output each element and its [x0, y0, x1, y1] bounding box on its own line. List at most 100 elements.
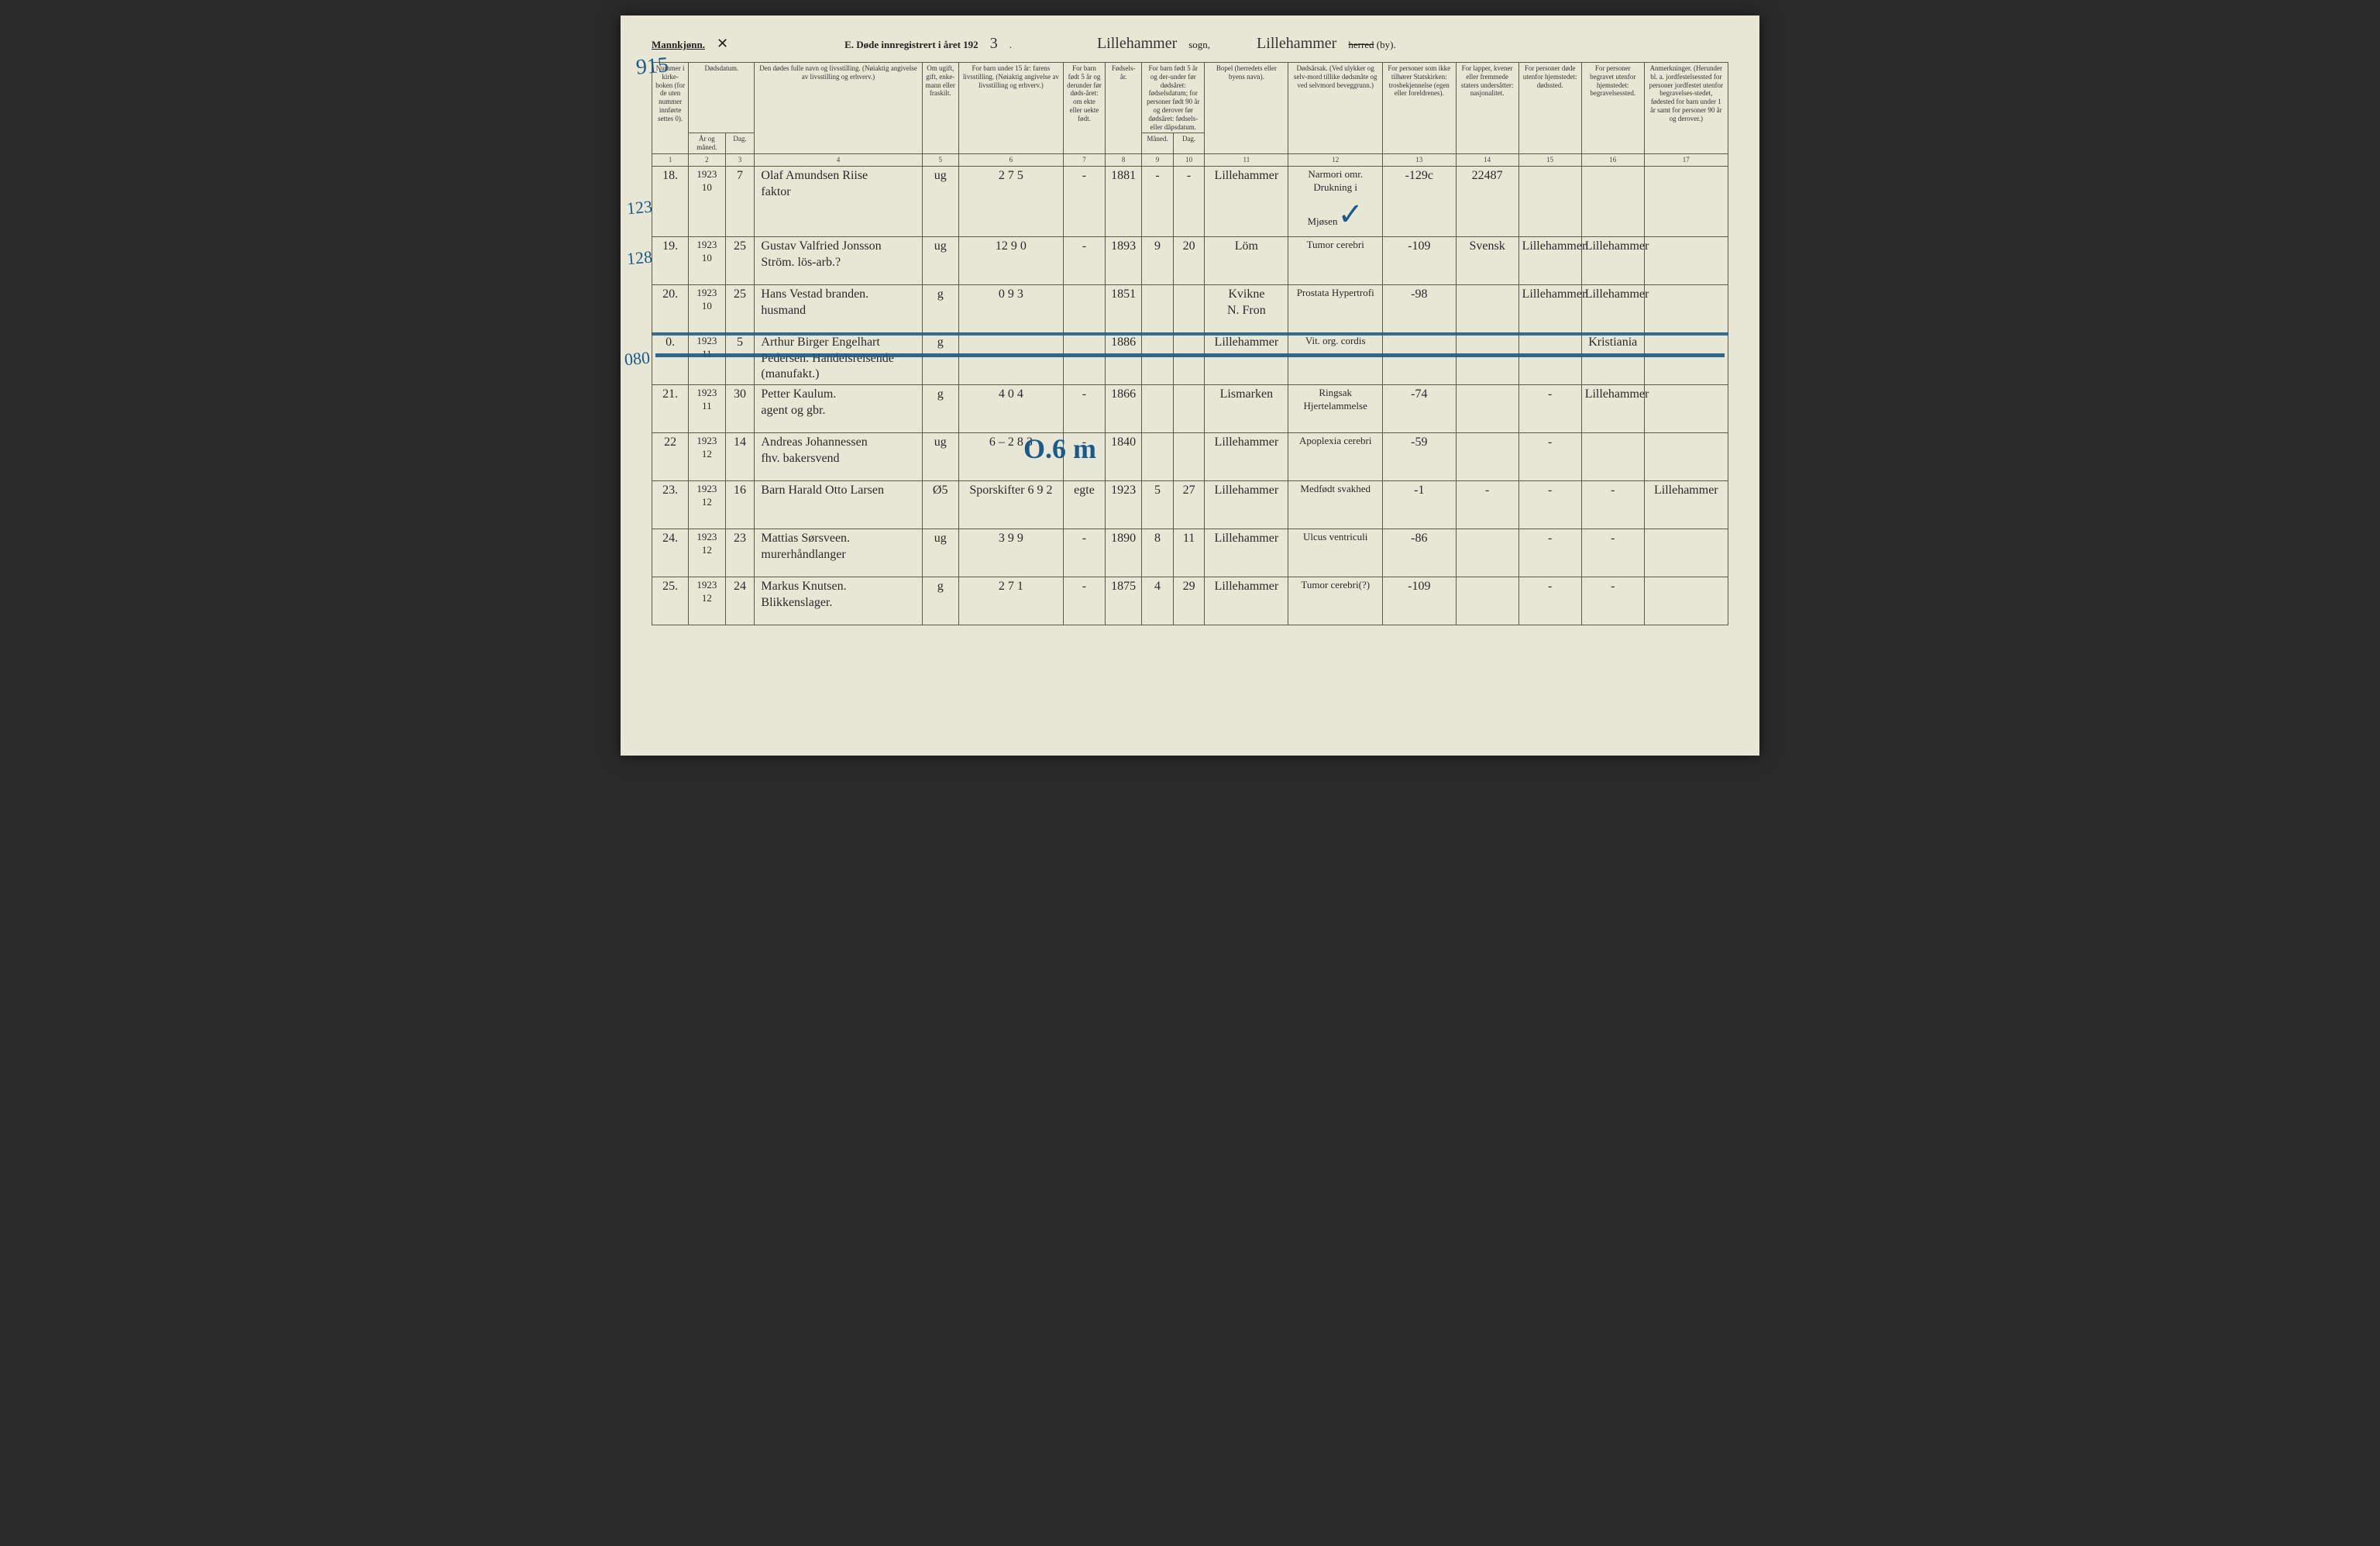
c13: -129c [1383, 166, 1457, 236]
cause: Ulcus ventriculi [1288, 529, 1383, 577]
table-body: 18.1923 107Olaf Amundsen Riise faktorug2… [652, 166, 1728, 625]
c17 [1644, 433, 1728, 481]
table-row: 24.1923 1223Mattias Sørsveen. murerhåndl… [652, 529, 1728, 577]
c14 [1456, 332, 1518, 384]
col-8: Fødsels-år. [1105, 63, 1141, 154]
cause: Apoplexia cerebri [1288, 433, 1383, 481]
col-5: Om ugift, gift, enke-mann eller fraskilt… [922, 63, 958, 154]
name: Olaf Amundsen Riise faktor [755, 166, 922, 236]
c6 [958, 332, 1063, 384]
birth-day: 20 [1173, 236, 1205, 284]
death-year-month: 1923 10 [689, 166, 725, 236]
row-num: 21. [652, 385, 689, 433]
death-day: 25 [725, 236, 755, 284]
herred-value: Lillehammer [1257, 35, 1336, 53]
cause: Ringsak Hjertelammelse [1288, 385, 1383, 433]
c14: - [1456, 481, 1518, 529]
col-2b: Dag. [725, 133, 755, 154]
c17 [1644, 236, 1728, 284]
column-number: 4 [755, 153, 922, 166]
place: Kvikne N. Fron [1205, 284, 1288, 332]
c13: -74 [1383, 385, 1457, 433]
death-day: 5 [725, 332, 755, 384]
strikethrough-line [655, 353, 1725, 357]
name: Andreas Johannessen fhv. bakersvend [755, 433, 922, 481]
c7: - [1063, 166, 1105, 236]
birth-day: 29 [1173, 577, 1205, 625]
c14 [1456, 433, 1518, 481]
col-4: Den dødes fulle navn og livsstilling. (N… [755, 63, 922, 154]
c15: - [1518, 577, 1581, 625]
place: Lillehammer [1205, 433, 1288, 481]
col-9: Måned. [1142, 133, 1174, 154]
table-row: 21.1923 1130Petter Kaulum. agent og gbr.… [652, 385, 1728, 433]
c6: 3 9 9 [958, 529, 1063, 577]
table-row: 20.1923 1025Hans Vestad branden. husmand… [652, 284, 1728, 332]
c16: Lillehammer [1581, 284, 1644, 332]
table-row: 221923 1214Andreas Johannessen fhv. bake… [652, 433, 1728, 481]
c15 [1518, 166, 1581, 236]
c15 [1518, 332, 1581, 384]
c7 [1063, 332, 1105, 384]
column-number: 3 [725, 153, 755, 166]
birth-year: 1851 [1105, 284, 1141, 332]
c15: - [1518, 529, 1581, 577]
place: Lillehammer [1205, 481, 1288, 529]
marital-status: g [922, 577, 958, 625]
c17 [1644, 284, 1728, 332]
name: Markus Knutsen. Blikkenslager. [755, 577, 922, 625]
c14 [1456, 385, 1518, 433]
birth-month [1142, 385, 1174, 433]
marital-status: ug [922, 433, 958, 481]
c17 [1644, 166, 1728, 236]
c16 [1581, 433, 1644, 481]
col-6: For barn under 15 år: farens livsstillin… [958, 63, 1063, 154]
margin-note: 080 [624, 348, 651, 370]
gender-label: Mannkjønn. [652, 39, 705, 51]
row-num: 0. [652, 332, 689, 384]
c15: - [1518, 433, 1581, 481]
c16: Lillehammer [1581, 236, 1644, 284]
col-12: Dødsårsak. (Ved ulykker og selv-mord til… [1288, 63, 1383, 154]
birth-day: 11 [1173, 529, 1205, 577]
birth-month: 8 [1142, 529, 1174, 577]
c6: 2 7 1 [958, 577, 1063, 625]
death-year-month: 1923 12 [689, 577, 725, 625]
c13: -86 [1383, 529, 1457, 577]
row-num: 20. [652, 284, 689, 332]
column-number: 13 [1383, 153, 1457, 166]
table-header: Nummer i kirke-boken (for de uten nummer… [652, 63, 1728, 167]
register-page: 915 Mannkjønn. ✕ E. Døde innregistrert i… [621, 15, 1759, 756]
birth-month: 4 [1142, 577, 1174, 625]
checkmark-icon: ✓ [1337, 197, 1364, 232]
table-row: 19.1923 1025Gustav Valfried Jonsson Strö… [652, 236, 1728, 284]
place: Lillehammer [1205, 529, 1288, 577]
place: Lillehammer [1205, 166, 1288, 236]
sogn-label: sogn, [1188, 39, 1210, 51]
c7: - [1063, 236, 1105, 284]
marital-status: g [922, 332, 958, 384]
birth-year: 1890 [1105, 529, 1141, 577]
c15: Lillehammer [1518, 284, 1581, 332]
herred-label: herred (by). [1348, 39, 1395, 51]
birth-day [1173, 284, 1205, 332]
name: Barn Harald Otto Larsen [755, 481, 922, 529]
row-num: 19. [652, 236, 689, 284]
column-number: 2 [689, 153, 725, 166]
c13: -1 [1383, 481, 1457, 529]
cause: Tumor cerebri(?) [1288, 577, 1383, 625]
c6: 12 9 0 [958, 236, 1063, 284]
place: Lismarken [1205, 385, 1288, 433]
col-16: For personer begravet utenfor hjemstedet… [1581, 63, 1644, 154]
c7: - [1063, 385, 1105, 433]
birth-day: 27 [1173, 481, 1205, 529]
blue-annotation: O.6 m [1023, 432, 1096, 465]
gender-mark: ✕ [717, 36, 728, 52]
birth-day [1173, 433, 1205, 481]
death-year-month: 1923 12 [689, 481, 725, 529]
birth-year: 1886 [1105, 332, 1141, 384]
c16: - [1581, 577, 1644, 625]
c16: - [1581, 529, 1644, 577]
birth-year: 1923 [1105, 481, 1141, 529]
col-9-10-top: For barn født 5 år og der-under før døds… [1142, 63, 1205, 133]
